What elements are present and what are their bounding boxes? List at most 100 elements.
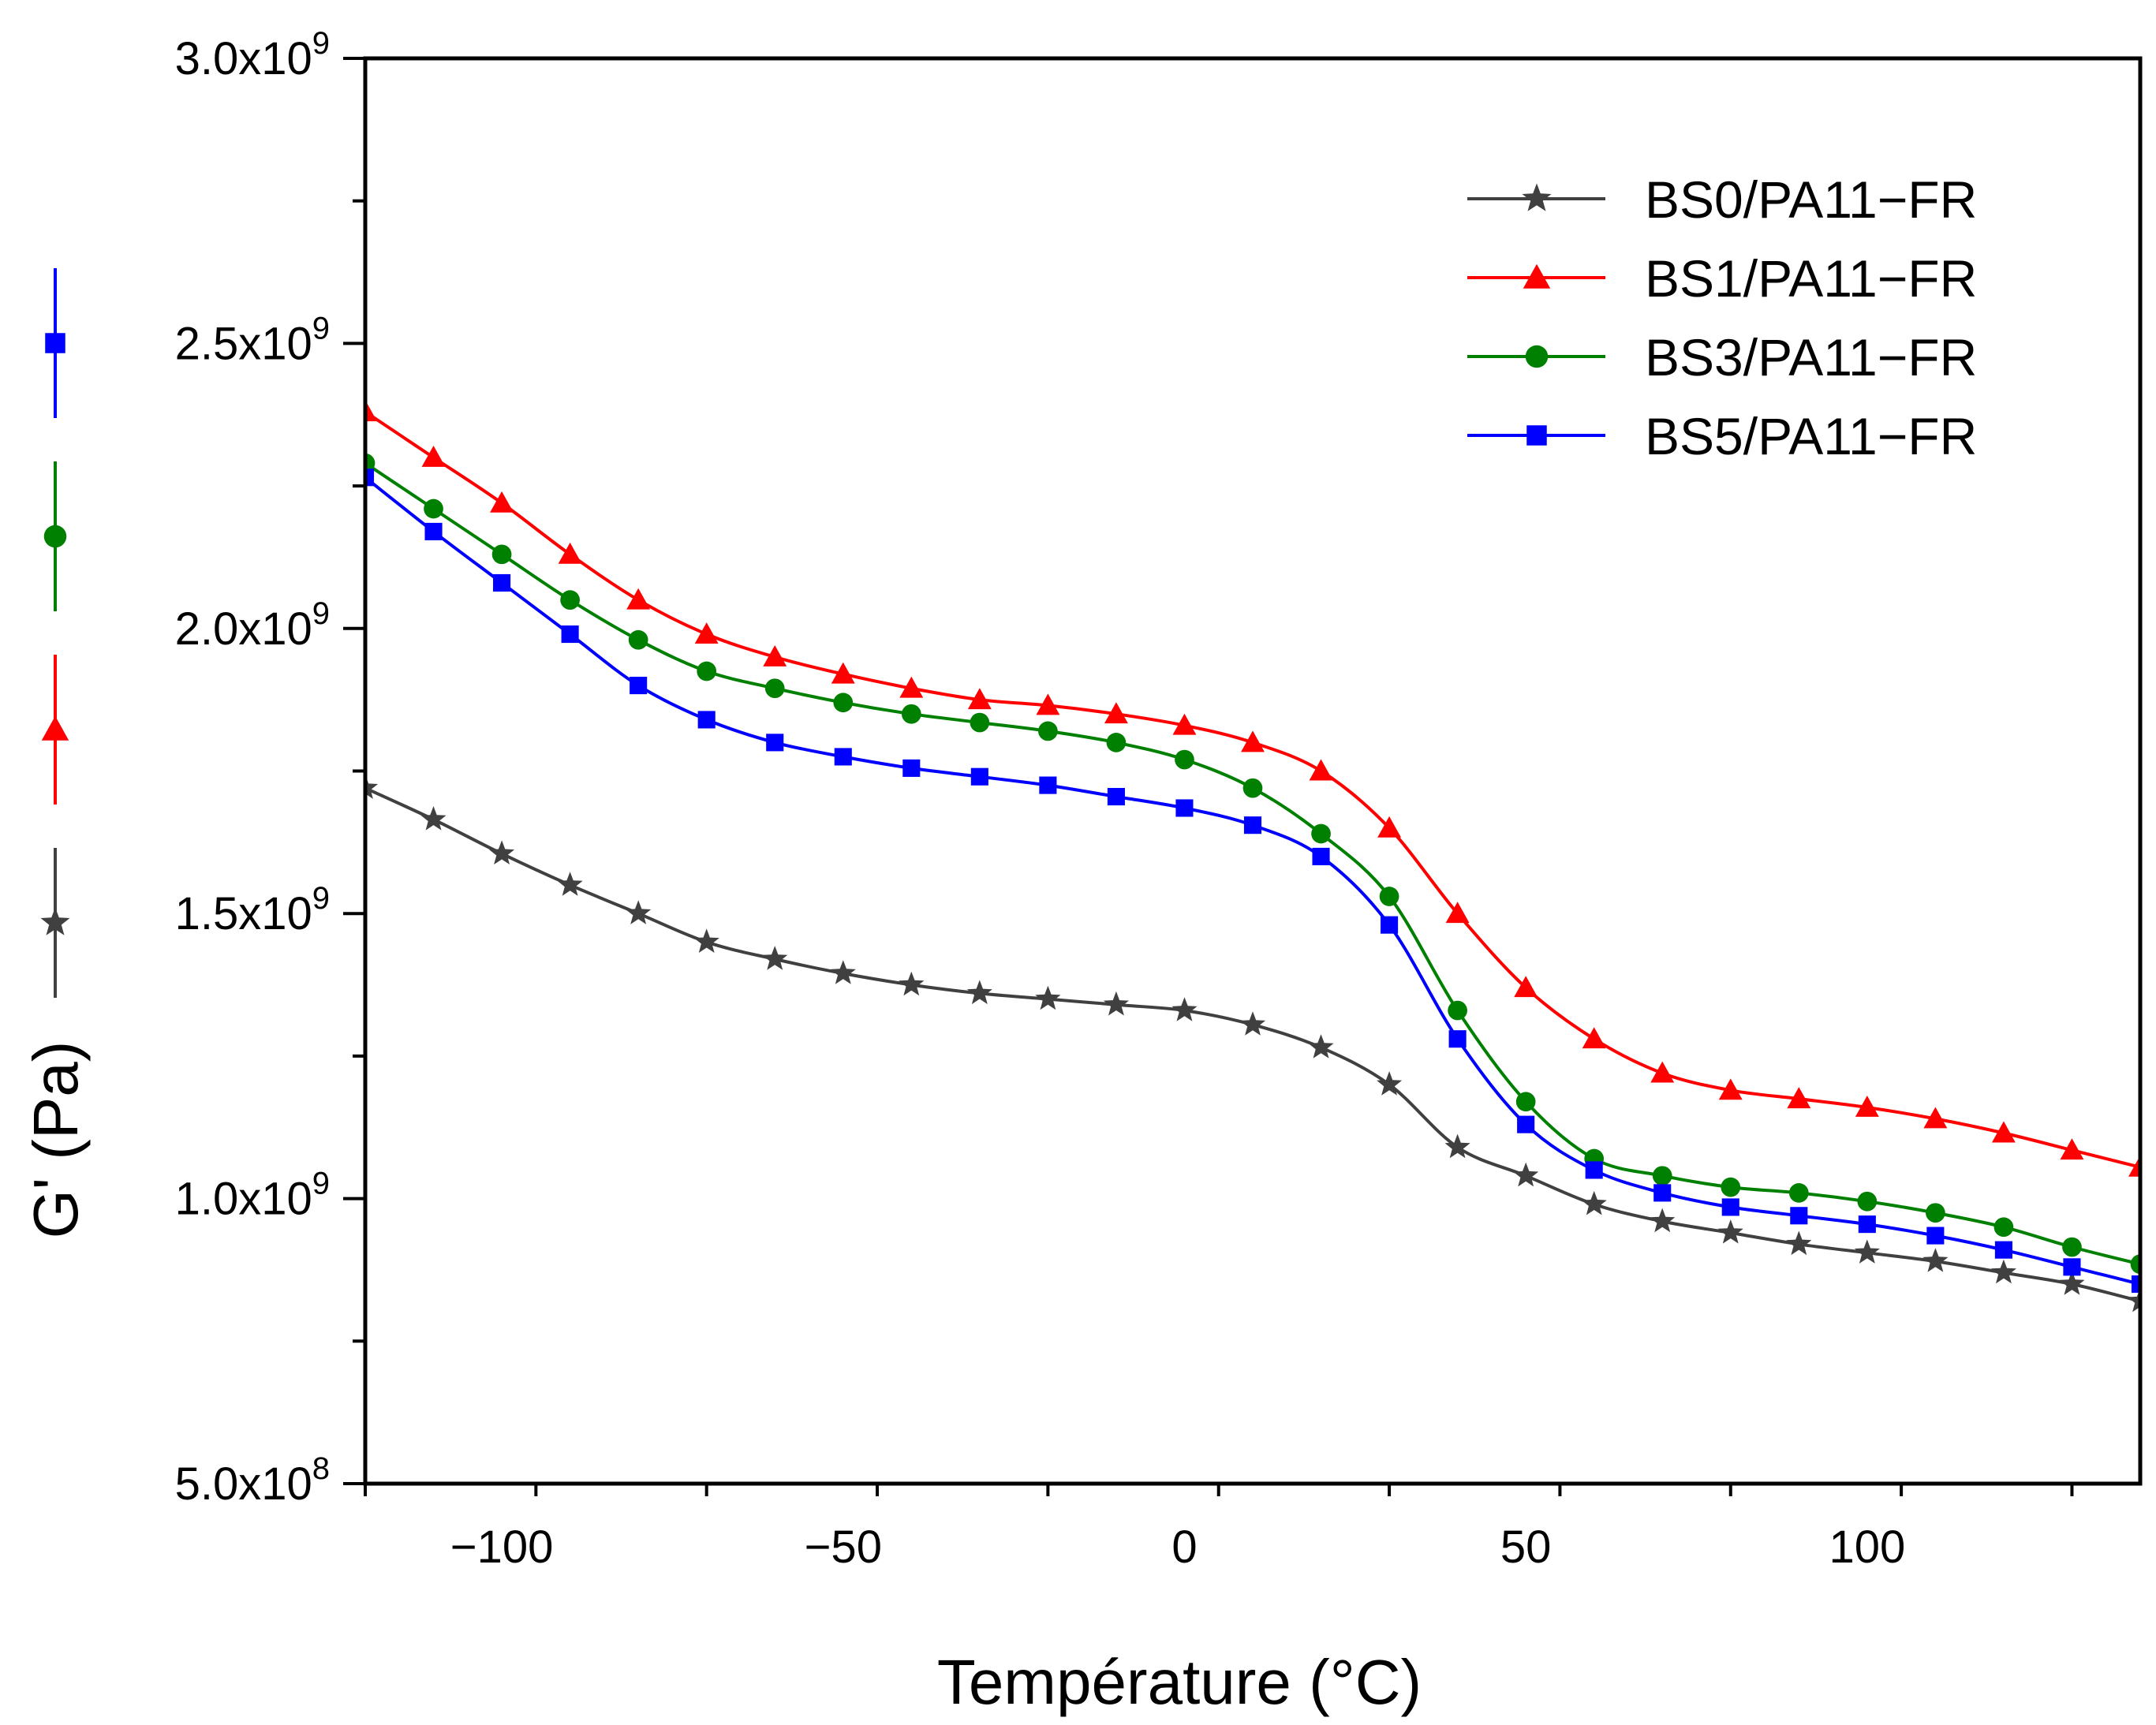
series-3-marker-8 — [902, 760, 920, 777]
series-0-marker-3 — [558, 872, 583, 896]
side-legend-marker-3 — [45, 333, 65, 353]
series-0-marker-13 — [1240, 1011, 1265, 1036]
series-0-marker-21 — [1786, 1231, 1811, 1256]
legend-label-0: BS0/PA11−FR — [1645, 170, 1977, 229]
x-tick-label: −100 — [450, 1522, 554, 1573]
legend-label-2: BS3/PA11−FR — [1645, 328, 1977, 386]
series-1-marker-3 — [559, 543, 582, 564]
series-3-marker-3 — [562, 625, 579, 643]
x-tick-label: 0 — [1171, 1522, 1197, 1573]
series-0-marker-22 — [1855, 1239, 1880, 1264]
series-0-marker-19 — [1650, 1208, 1675, 1233]
x-tick-label: 100 — [1829, 1522, 1905, 1573]
series-3-marker-14 — [1312, 848, 1329, 865]
series-1-marker-14 — [1310, 760, 1333, 781]
series-2-marker-21 — [1789, 1183, 1809, 1203]
series-3-marker-9 — [971, 768, 988, 786]
series-3-marker-7 — [835, 748, 852, 765]
series-3-marker-25 — [2063, 1258, 2080, 1275]
x-tick-label: −50 — [805, 1522, 882, 1573]
y-tick-label: 3.0x109 — [175, 26, 330, 84]
series-3-marker-11 — [1108, 788, 1125, 805]
series-2-marker-10 — [1038, 722, 1058, 741]
x-tick-label: 50 — [1500, 1522, 1552, 1573]
series-3-marker-20 — [1722, 1198, 1739, 1215]
series-2-marker-6 — [765, 678, 785, 698]
side-legend-marker-1 — [42, 716, 69, 741]
series-2-marker-24 — [1994, 1217, 2014, 1237]
series-2-marker-14 — [1311, 824, 1331, 844]
series-2-marker-12 — [1175, 750, 1194, 770]
x-axis: −100 −50 0 50 100 — [365, 1484, 2072, 1573]
series-0-marker-9 — [967, 980, 992, 1005]
series-0-marker-12 — [1171, 997, 1197, 1021]
series-0-marker-7 — [831, 960, 856, 984]
series-2-marker-20 — [1721, 1178, 1740, 1197]
series-1-marker-5 — [695, 622, 719, 644]
series-3-marker-22 — [1859, 1215, 1876, 1233]
series-2-marker-9 — [970, 713, 989, 733]
y-tick-label: 1.5x109 — [175, 881, 330, 939]
series-3-marker-16 — [1449, 1030, 1467, 1047]
series-2-marker-17 — [1516, 1092, 1536, 1111]
y-axis-title: G' (Pa) — [21, 1041, 91, 1239]
series-1-marker-2 — [490, 491, 514, 513]
legend-marker-2 — [1526, 345, 1549, 368]
series-0-marker-17 — [1513, 1163, 1538, 1187]
series-2-marker-7 — [833, 693, 853, 712]
series-2-marker-25 — [2062, 1238, 2082, 1257]
side-legend — [41, 268, 70, 998]
legend-marker-0 — [1523, 184, 1552, 211]
series-line-3 — [365, 477, 2140, 1284]
series-2-marker-15 — [1380, 887, 1399, 906]
series-3-marker-13 — [1244, 816, 1261, 834]
series-3-marker-17 — [1517, 1116, 1534, 1133]
plot-markers — [353, 400, 2153, 1312]
series-2-marker-13 — [1243, 778, 1263, 798]
series-0-marker-14 — [1309, 1034, 1334, 1059]
series-3-marker-2 — [493, 574, 510, 592]
series-3-marker-10 — [1039, 777, 1056, 794]
series-3-marker-6 — [766, 734, 783, 751]
series-0-marker-5 — [694, 928, 719, 953]
series-3-marker-24 — [1995, 1241, 2012, 1259]
series-0-marker-11 — [1104, 991, 1129, 1016]
series-3-marker-23 — [1926, 1227, 1944, 1245]
series-0-marker-4 — [626, 900, 651, 924]
legend-marker-3 — [1526, 425, 1547, 446]
side-legend-marker-2 — [44, 525, 67, 548]
plot-lines — [365, 412, 2140, 1301]
series-0-marker-1 — [421, 806, 447, 831]
series-1-marker-1 — [422, 446, 446, 467]
y-tick-label: 1.0x109 — [175, 1167, 330, 1225]
series-2-marker-16 — [1448, 1001, 1467, 1021]
series-3-marker-21 — [1790, 1207, 1807, 1224]
series-3-marker-4 — [630, 677, 647, 694]
series-line-2 — [365, 463, 2140, 1264]
series-0-marker-8 — [899, 972, 924, 996]
series-1-marker-19 — [1650, 1062, 1674, 1083]
legend-label-1: BS1/PA11−FR — [1645, 249, 1977, 308]
series-1-marker-4 — [626, 588, 650, 610]
series-2-marker-4 — [629, 630, 648, 650]
series-0-marker-18 — [1582, 1191, 1607, 1215]
series-2-marker-3 — [560, 590, 580, 610]
series-3-marker-15 — [1381, 917, 1398, 934]
series-2-marker-8 — [902, 704, 921, 724]
series-3-marker-18 — [1586, 1161, 1603, 1178]
x-axis-title: Température (°C) — [937, 1647, 1422, 1717]
series-0-marker-6 — [762, 946, 787, 970]
series-0-marker-23 — [1922, 1248, 1948, 1272]
legend-label-3: BS5/PA11−FR — [1645, 407, 1977, 465]
series-1-marker-18 — [1582, 1027, 1606, 1048]
series-0-marker-10 — [1035, 986, 1060, 1010]
y-tick-label: 5.0x108 — [175, 1451, 330, 1510]
series-2-marker-5 — [697, 662, 716, 681]
series-0-marker-2 — [489, 840, 514, 864]
series-2-marker-2 — [492, 544, 512, 564]
series-2-marker-23 — [1926, 1203, 1945, 1223]
series-3-marker-12 — [1175, 799, 1193, 816]
series-2-marker-19 — [1653, 1166, 1672, 1185]
series-3-marker-5 — [698, 711, 716, 728]
